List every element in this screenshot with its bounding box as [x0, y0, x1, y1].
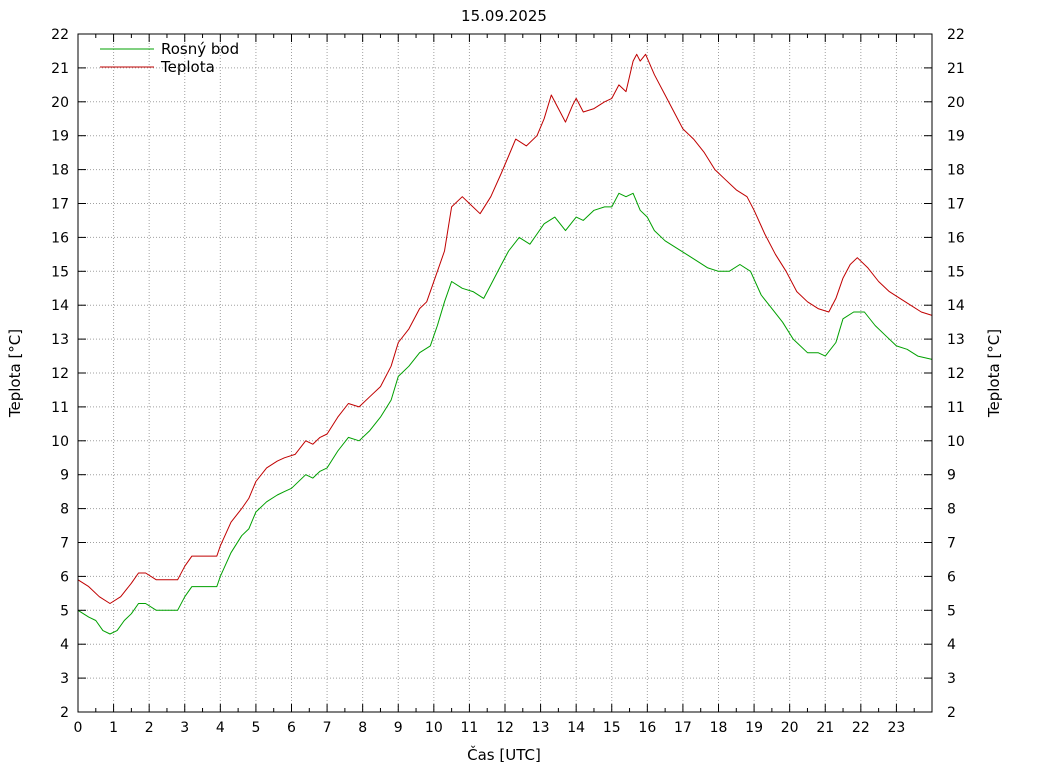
- y2-tick-label: 5: [947, 603, 956, 619]
- y2-tick-label: 7: [947, 536, 956, 552]
- x-tick-label: 1: [109, 720, 118, 736]
- y2-tick-labels: 2 3 4 5 6 7 8 9 10 11 12 13 14 15 16 17 18 19 20 21 22: [947, 27, 965, 721]
- x-tick-label: 17: [674, 720, 692, 736]
- y-tick-label: 5: [60, 603, 69, 619]
- x-tick-label: 3: [180, 720, 189, 736]
- x-tick-label: 14: [567, 720, 585, 736]
- y-tick-label: 11: [51, 400, 69, 416]
- x-tick-label: 18: [710, 720, 728, 736]
- y-tick-label: 3: [60, 671, 69, 687]
- y2-tick-label: 20: [947, 95, 965, 111]
- y-tick-label: 6: [60, 569, 69, 585]
- y-axis-title: Teplota [°C]: [6, 329, 24, 418]
- x-tick-label: 15: [603, 720, 621, 736]
- series-line-0: [77, 192, 933, 635]
- x-tick-label: 23: [888, 720, 906, 736]
- x-tick-label: 16: [638, 720, 656, 736]
- x-tick-labels: 0 1 2 3 4 5 6 7 8 9 10 11 12 13 14 15 16 17 18 19 20 21 22 23: [74, 720, 906, 736]
- x-tick-label: 2: [145, 720, 154, 736]
- y-tick-labels: 2 3 4 5 6 7 8 9 10 11 12 13 14 15 16 17 18 19 20 21 22: [51, 27, 69, 721]
- x-tick-label: 19: [745, 720, 763, 736]
- x-tick-label: 6: [287, 720, 296, 736]
- x-tick-label: 21: [816, 720, 834, 736]
- y-tick-label: 18: [51, 163, 69, 179]
- y2-tick-label: 12: [947, 366, 965, 382]
- x-tick-label: 8: [358, 720, 367, 736]
- y-tick-label: 13: [51, 332, 69, 348]
- x-axis-title: Čas [UTC]: [467, 745, 541, 764]
- y2-tick-label: 13: [947, 332, 965, 348]
- y-tick-label: 14: [51, 298, 69, 314]
- y2-tick-label: 14: [947, 298, 965, 314]
- series-layer: [77, 53, 933, 635]
- x-tick-label: 7: [323, 720, 332, 736]
- y-tick-label: 2: [60, 705, 69, 721]
- x-tick-label: 13: [532, 720, 550, 736]
- y2-axis-title: Teplota [°C]: [985, 329, 1003, 418]
- y2-tick-label: 22: [947, 27, 965, 43]
- y-tick-label: 7: [60, 536, 69, 552]
- y-tick-label: 4: [60, 637, 69, 653]
- y2-tick-label: 19: [947, 129, 965, 145]
- legend: Rosný bod Teplota: [100, 40, 239, 76]
- y-tick-label: 12: [51, 366, 69, 382]
- series-line-1: [77, 53, 933, 604]
- grid: [78, 34, 932, 712]
- y2-tick-label: 8: [947, 502, 956, 518]
- x-tick-label: 5: [251, 720, 260, 736]
- y2-tick-label: 11: [947, 400, 965, 416]
- y-tick-label: 17: [51, 197, 69, 213]
- y2-tick-label: 21: [947, 61, 965, 77]
- x-tick-label: 20: [781, 720, 799, 736]
- x-tick-label: 9: [394, 720, 403, 736]
- y2-tick-label: 16: [947, 230, 965, 246]
- y2-tick-label: 9: [947, 468, 956, 484]
- x-tick-label: 0: [74, 720, 83, 736]
- y2-tick-label: 3: [947, 671, 956, 687]
- x-tick-label: 12: [496, 720, 514, 736]
- y2-tick-label: 18: [947, 163, 965, 179]
- y-tick-label: 15: [51, 264, 69, 280]
- y2-tick-label: 4: [947, 637, 956, 653]
- y-tick-label: 20: [51, 95, 69, 111]
- axis-ticks: [77, 33, 932, 713]
- y-tick-label: 21: [51, 61, 69, 77]
- chart-title: 15.09.2025: [461, 7, 547, 25]
- x-tick-label: 22: [852, 720, 870, 736]
- legend-label-teplota: Teplota: [160, 58, 215, 76]
- y-tick-label: 16: [51, 230, 69, 246]
- x-tick-label: 4: [216, 720, 225, 736]
- y-tick-label: 19: [51, 129, 69, 145]
- y2-tick-label: 17: [947, 197, 965, 213]
- y-tick-label: 22: [51, 27, 69, 43]
- y2-tick-label: 15: [947, 264, 965, 280]
- y2-tick-label: 6: [947, 569, 956, 585]
- x-tick-label: 10: [425, 720, 443, 736]
- x-tick-label: 11: [461, 720, 479, 736]
- y-tick-label: 9: [60, 468, 69, 484]
- y2-tick-label: 10: [947, 434, 965, 450]
- y-tick-label: 8: [60, 502, 69, 518]
- legend-label-rosny-bod: Rosný bod: [161, 40, 239, 58]
- y-tick-label: 10: [51, 434, 69, 450]
- y2-tick-label: 2: [947, 705, 956, 721]
